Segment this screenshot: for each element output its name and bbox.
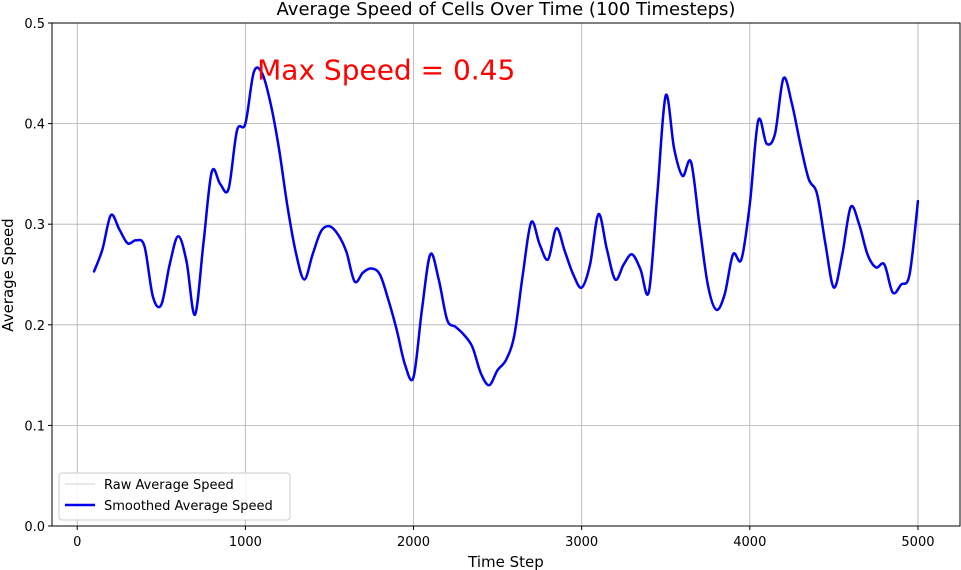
x-axis-label: Time Step [467,553,544,570]
x-tick-label: 4000 [733,535,766,550]
x-tick-label: 1000 [229,535,262,550]
y-tick-label: 0.5 [24,17,45,32]
y-tick-label: 0.1 [24,419,45,434]
x-tick-label: 0 [73,535,81,550]
y-axis-label: Average Speed [0,218,17,331]
x-tick-label: 2000 [397,535,430,550]
legend: Raw Average Speed Smoothed Average Speed [58,472,291,521]
plot-frame [51,22,961,527]
legend-label-smoothed: Smoothed Average Speed [104,499,273,514]
y-tick-label: 0.4 [24,118,45,133]
y-tick-label: 0.0 [24,520,45,535]
legend-label-raw: Raw Average Speed [104,478,234,493]
y-tick-label: 0.3 [24,218,45,233]
series-smoothed-average-speed [92,66,920,387]
series-layer [92,66,920,387]
ticks: 0 1000 2000 3000 4000 5000 0.0 0.1 0.2 0.3 0.4 0.5 [24,17,934,550]
max-speed-annotation: Max Speed = 0.45 [257,53,515,86]
y-tick-label: 0.2 [24,319,45,334]
chart-title: Average Speed of Cells Over Time (100 Ti… [277,0,736,20]
legend-box [58,472,291,521]
x-tick-label: 3000 [565,535,598,550]
x-tick-label: 5000 [901,535,934,550]
